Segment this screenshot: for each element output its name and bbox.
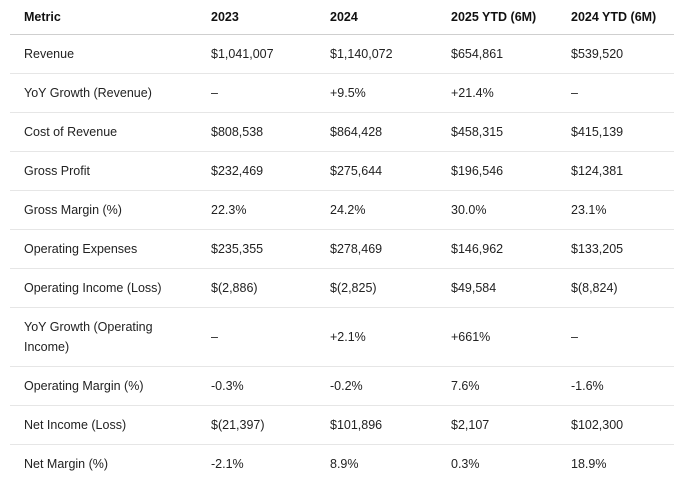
row-label: YoY Growth (Operating Income) (10, 307, 197, 367)
cell-2024: $1,140,072 (316, 34, 437, 74)
table-row: Net Margin (%) -2.1% 8.9% 0.3% 18.9% (10, 445, 674, 484)
cell-2024-ytd: $415,139 (557, 112, 674, 152)
cell-2025-ytd: $196,546 (437, 151, 557, 191)
cell-2023: – (197, 73, 316, 113)
table-row: Net Income (Loss) $(21,397) $101,896 $2,… (10, 405, 674, 445)
table-row: Operating Margin (%) -0.3% -0.2% 7.6% -1… (10, 366, 674, 406)
cell-2024: $864,428 (316, 112, 437, 152)
cell-2025-ytd: $2,107 (437, 405, 557, 445)
cell-2024: -0.2% (316, 366, 437, 406)
cell-2024-ytd: $124,381 (557, 151, 674, 191)
column-header-2025-ytd: 2025 YTD (6M) (437, 0, 557, 35)
cell-2024-ytd: – (557, 73, 674, 113)
cell-2023: – (197, 307, 316, 367)
cell-2024-ytd: $102,300 (557, 405, 674, 445)
table-row: Cost of Revenue $808,538 $864,428 $458,3… (10, 112, 674, 152)
cell-2023: $(21,397) (197, 405, 316, 445)
cell-2023: 22.3% (197, 190, 316, 230)
cell-2024: $275,644 (316, 151, 437, 191)
cell-2024: $(2,825) (316, 268, 437, 308)
cell-2024: $278,469 (316, 229, 437, 269)
cell-2023: $235,355 (197, 229, 316, 269)
row-label: Operating Income (Loss) (10, 268, 197, 308)
cell-2024: 24.2% (316, 190, 437, 230)
row-label: Operating Margin (%) (10, 366, 197, 406)
cell-2024: +9.5% (316, 73, 437, 113)
table-row: Gross Profit $232,469 $275,644 $196,546 … (10, 151, 674, 191)
cell-2025-ytd: 0.3% (451, 457, 480, 471)
financial-metrics-table: Metric 2023 2024 2025 YTD (6M) 2024 YTD … (10, 0, 674, 483)
table-header-row: Metric 2023 2024 2025 YTD (6M) 2024 YTD … (10, 0, 674, 35)
row-label: Net Margin (%) (24, 457, 109, 471)
table-row: Gross Margin (%) 22.3% 24.2% 30.0% 23.1% (10, 190, 674, 230)
column-header-2024: 2024 (316, 0, 437, 35)
row-label: YoY Growth (Revenue) (10, 73, 197, 113)
row-label: Gross Margin (%) (10, 190, 197, 230)
cell-2024-ytd: – (557, 307, 674, 367)
cell-2024-ytd: 18.9% (571, 457, 607, 471)
cell-2025-ytd: 30.0% (437, 190, 557, 230)
cell-2024: $101,896 (316, 405, 437, 445)
column-header-metric: Metric (10, 0, 197, 35)
cell-2023: -0.3% (197, 366, 316, 406)
cell-2023: $(2,886) (197, 268, 316, 308)
row-label: Revenue (10, 34, 197, 74)
row-label: Operating Expenses (10, 229, 197, 269)
cell-2024-ytd: $133,205 (557, 229, 674, 269)
table-row: YoY Growth (Revenue) – +9.5% +21.4% – (10, 73, 674, 113)
row-label: Cost of Revenue (10, 112, 197, 152)
cell-2023: $232,469 (197, 151, 316, 191)
cell-2023: -2.1% (211, 457, 244, 471)
row-label: Net Income (Loss) (10, 405, 197, 445)
cell-2025-ytd: $146,962 (437, 229, 557, 269)
cell-2025-ytd: 7.6% (437, 366, 557, 406)
column-header-2023: 2023 (197, 0, 316, 35)
column-header-2024-ytd: 2024 YTD (6M) (557, 0, 674, 35)
cell-2025-ytd: +661% (437, 307, 557, 367)
cell-2024-ytd: -1.6% (557, 366, 674, 406)
row-label: Gross Profit (10, 151, 197, 191)
cell-2024-ytd: $(8,824) (557, 268, 674, 308)
table-row: Operating Expenses $235,355 $278,469 $14… (10, 229, 674, 269)
table-row: Operating Income (Loss) $(2,886) $(2,825… (10, 268, 674, 308)
cell-2025-ytd: +21.4% (437, 73, 557, 113)
cell-2024: 8.9% (330, 457, 359, 471)
table-row: YoY Growth (Operating Income) – +2.1% +6… (10, 307, 674, 367)
cell-2024: +2.1% (316, 307, 437, 367)
cell-2023: $808,538 (197, 112, 316, 152)
table-row: Revenue $1,041,007 $1,140,072 $654,861 $… (10, 34, 674, 74)
cell-2023: $1,041,007 (197, 34, 316, 74)
cell-2024-ytd: 23.1% (557, 190, 674, 230)
cell-2025-ytd: $49,584 (437, 268, 557, 308)
cell-2024-ytd: $539,520 (557, 34, 674, 74)
cell-2025-ytd: $458,315 (437, 112, 557, 152)
cell-2025-ytd: $654,861 (437, 34, 557, 74)
